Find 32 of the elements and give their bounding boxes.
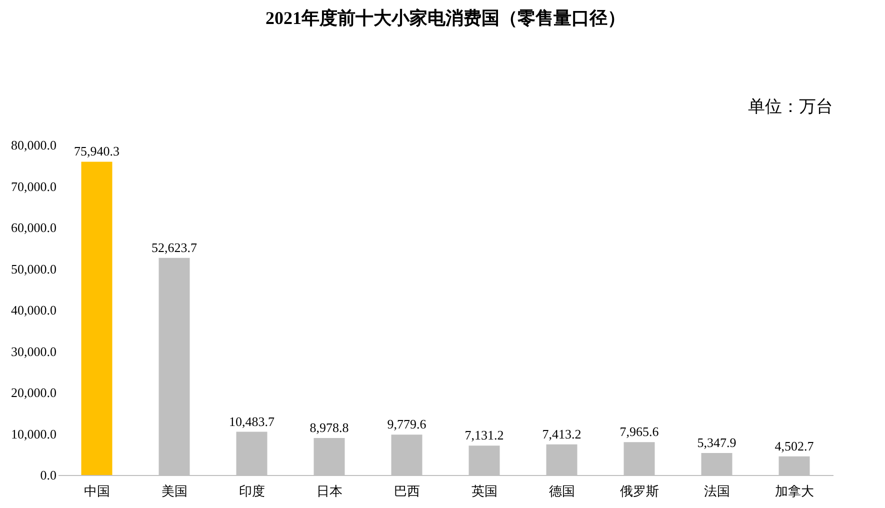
data-label: 4,502.7 — [774, 438, 814, 454]
y-tick-label: 60,000.0 — [11, 220, 56, 235]
data-label: 7,965.6 — [620, 424, 660, 440]
y-tick-label: 40,000.0 — [11, 302, 56, 318]
y-tick-label: 70,000.0 — [11, 178, 56, 194]
x-tick-label: 中国 — [84, 484, 110, 498]
y-tick-label: 10,000.0 — [11, 426, 56, 442]
text: 单位：万台 — [748, 97, 833, 116]
y-tick-label: 50,000.0 — [11, 261, 56, 276]
y-tick-label: 0.0 — [40, 468, 56, 482]
y-tick-label: 30,000.0 — [11, 344, 56, 359]
data-label: 7,413.2 — [542, 426, 582, 442]
data-label: 8,978.8 — [310, 420, 349, 435]
data-label: 75,940.3 — [74, 144, 120, 159]
x-tick-label: 德国 — [548, 484, 575, 498]
data-label: 7,131.2 — [464, 428, 504, 443]
x-tick-label: 俄罗斯 — [620, 484, 659, 498]
data-label: 52,623.7 — [152, 240, 198, 255]
x-tick-label: 巴西 — [394, 484, 420, 498]
data-label: 5,347.9 — [697, 434, 736, 450]
x-tick-label: 日本 — [316, 484, 342, 498]
data-label: 9,779.6 — [387, 416, 427, 432]
y-tick-label: 80,000.0 — [11, 138, 56, 152]
x-tick-label: 英国 — [471, 484, 498, 498]
x-tick-label: 法国 — [704, 484, 730, 498]
y-tick-label: 20,000.0 — [11, 385, 56, 400]
x-tick-label: 印度 — [238, 484, 265, 498]
chart-title: 2021年度前十大小家电消费国（零售量口径） — [266, 8, 626, 28]
x-tick-label: 加拿大 — [774, 484, 814, 498]
bar — [81, 162, 112, 475]
data-label: 10,483.7 — [229, 414, 275, 429]
x-tick-label: 美国 — [161, 484, 188, 498]
